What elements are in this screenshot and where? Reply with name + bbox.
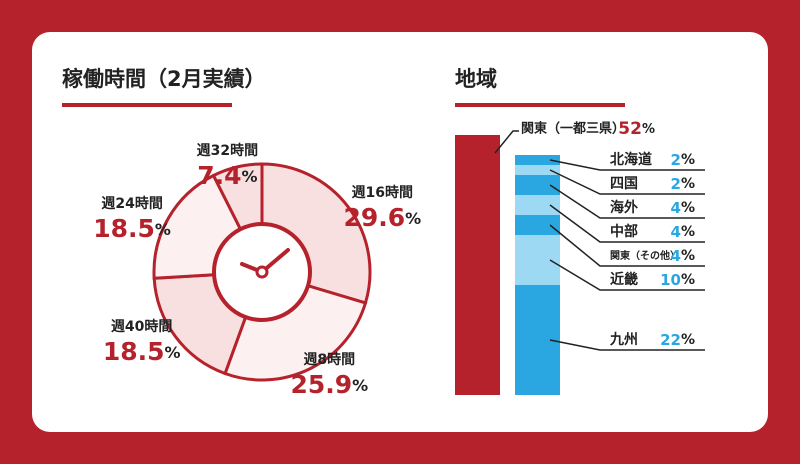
value-label: 22% — [660, 331, 695, 349]
value-label: 7.4% — [197, 161, 257, 190]
value-label: 10% — [660, 271, 695, 289]
bar-segment — [515, 195, 560, 215]
leader-line — [549, 339, 705, 351]
value-label: 25.9% — [290, 370, 368, 399]
slice-label: 週32時間 — [197, 142, 258, 159]
value-label: 4% — [671, 247, 695, 265]
bar-segment — [515, 155, 560, 165]
value-label: 52% — [618, 119, 655, 139]
value-label: 4% — [671, 199, 695, 217]
slice-label: 週16時間 — [352, 184, 413, 201]
bar-segment — [515, 235, 560, 285]
bar-title: 地域 — [455, 67, 497, 91]
segment-label: 中部 — [610, 223, 638, 240]
value-label: 29.6% — [343, 203, 421, 232]
leader-line — [549, 224, 705, 267]
title-underline — [62, 103, 232, 107]
leader-line — [494, 130, 519, 154]
slice-label: 週40時間 — [111, 318, 172, 335]
leader-line — [549, 169, 705, 195]
bar-segment — [515, 165, 560, 175]
bar-segment — [515, 215, 560, 235]
leader-line — [549, 204, 705, 243]
pie-title: 稼働時間（2月実績） — [62, 67, 266, 91]
clock-center — [255, 265, 269, 279]
leader-line — [549, 184, 705, 219]
segment-label: 近畿 — [610, 271, 638, 288]
segment-label: 北海道 — [610, 151, 652, 168]
leader-line — [549, 259, 705, 291]
segment-label: 関東（一都三県） — [521, 121, 625, 137]
segment-label: 海外 — [610, 199, 638, 216]
segment-label: 関東（その他） — [610, 249, 680, 262]
segment-label: 九州 — [609, 332, 638, 348]
title-underline — [455, 103, 625, 107]
value-label: 2% — [671, 175, 695, 193]
value-label: 2% — [671, 151, 695, 169]
slice-label: 週8時間 — [303, 351, 355, 368]
bar-segment — [455, 135, 500, 395]
slice-label: 週24時間 — [101, 195, 162, 212]
bar-segment — [515, 175, 560, 195]
value-label: 18.5% — [103, 337, 181, 366]
segment-label: 四国 — [610, 176, 638, 192]
value-label: 18.5% — [93, 214, 171, 243]
value-label: 4% — [671, 223, 695, 241]
leader-line — [549, 159, 705, 171]
